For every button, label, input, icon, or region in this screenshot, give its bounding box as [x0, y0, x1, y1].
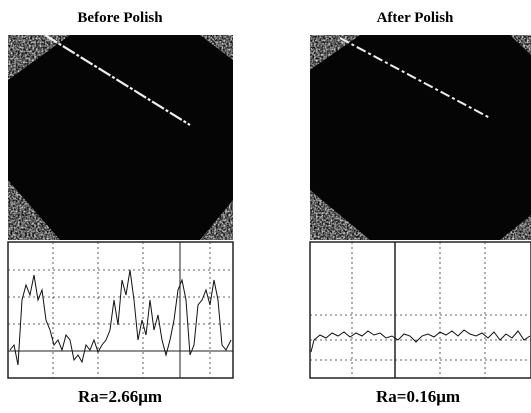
surface-image: [310, 35, 531, 240]
surface-image: [8, 35, 233, 240]
panel-caption: Ra=2.66μm: [78, 387, 162, 406]
panel-caption: Ra=0.16μm: [376, 387, 460, 406]
profile-plot: [7, 241, 234, 379]
panel-title: Before Polish: [77, 10, 163, 26]
panel-title: After Polish: [377, 10, 454, 26]
profile-plot: [309, 241, 531, 379]
